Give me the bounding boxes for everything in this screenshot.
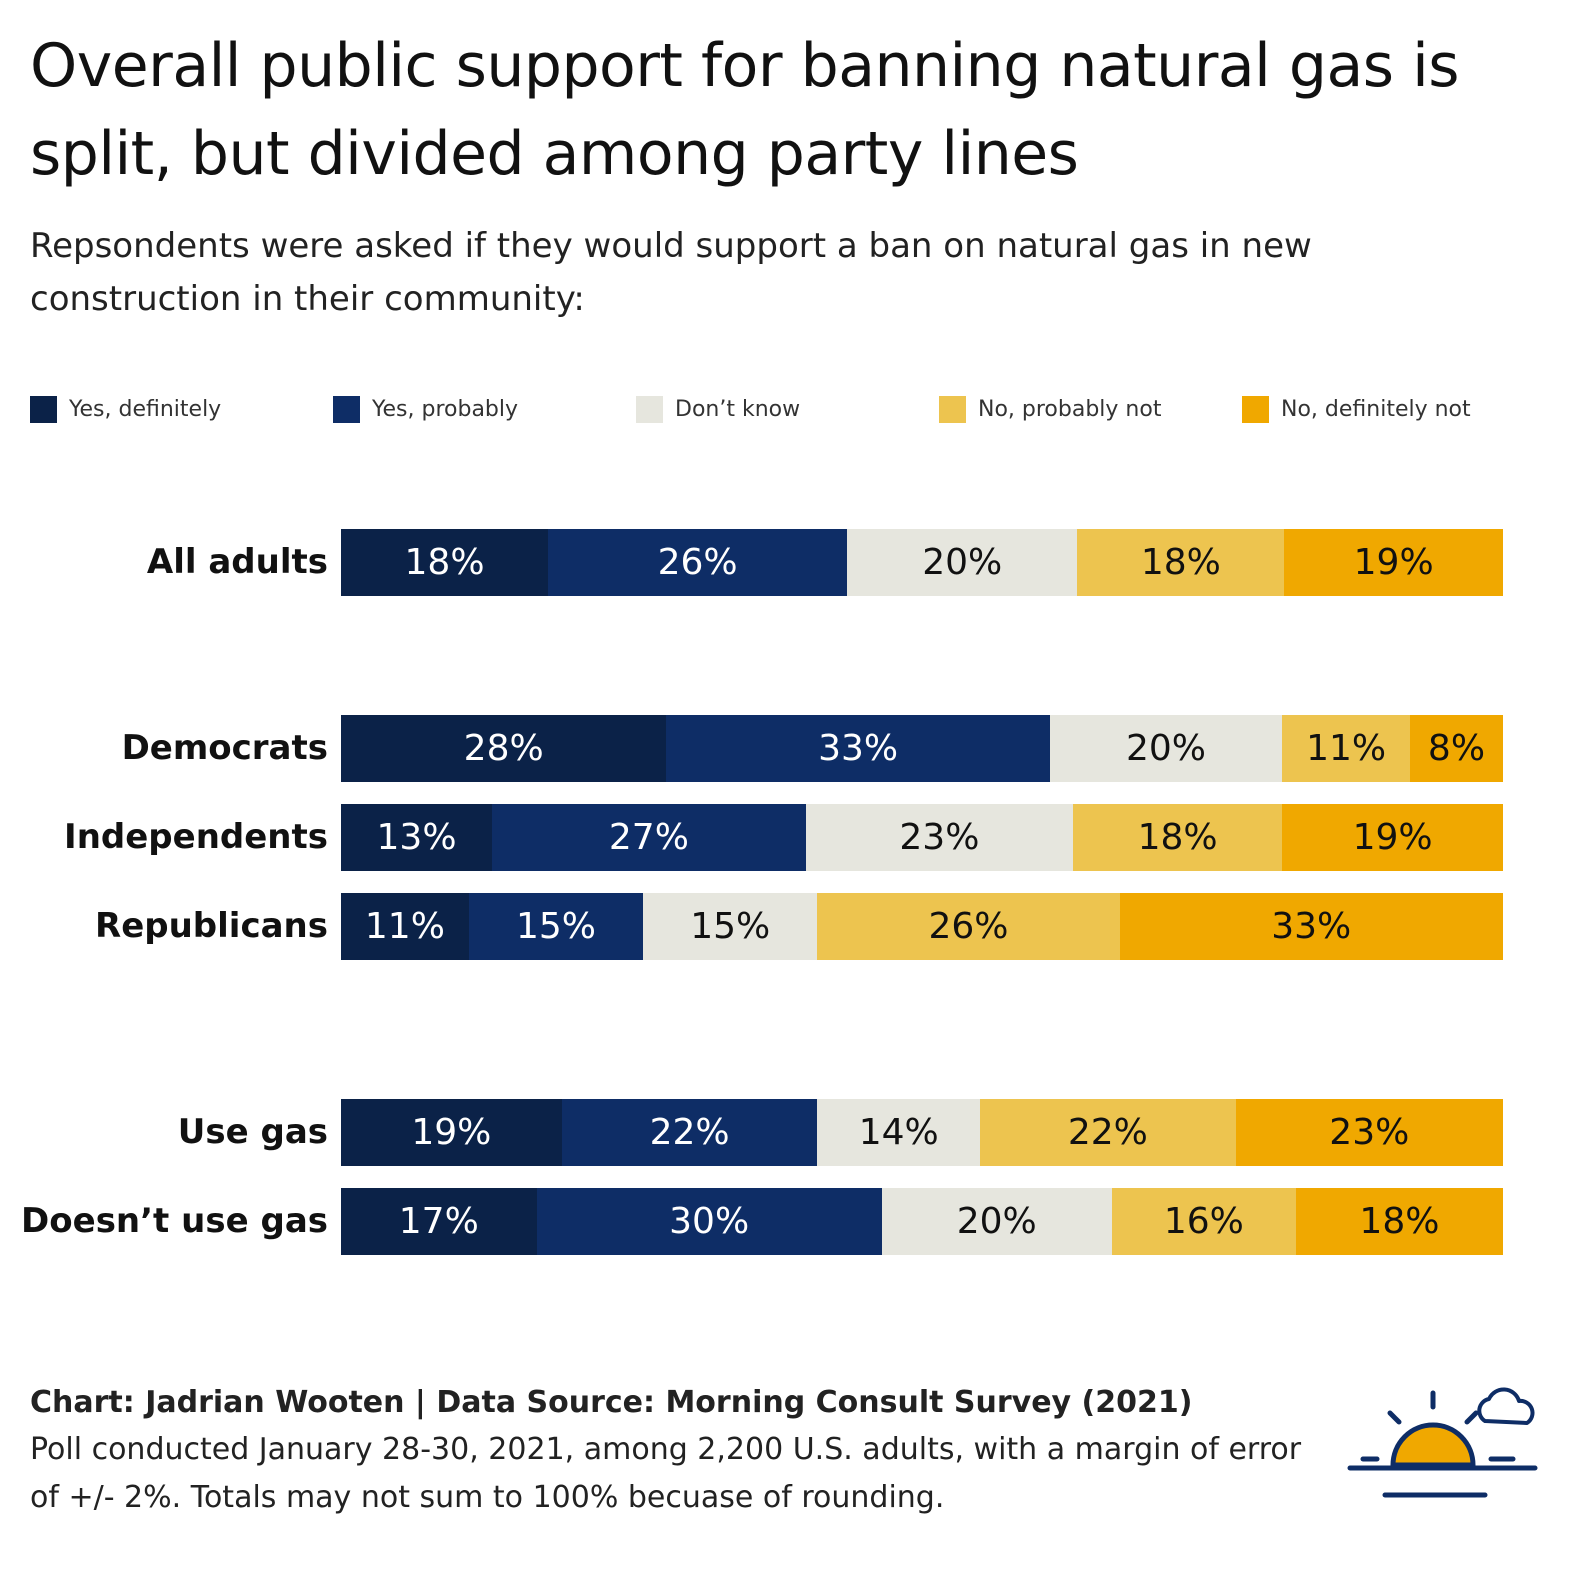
legend-label: No, definitely not: [1281, 396, 1471, 422]
chart-title: Overall public support for banning natur…: [30, 31, 1460, 189]
legend-label: Yes, definitely: [69, 396, 222, 422]
chart-credit: Chart: Jadrian Wooten | Data Source: Mor…: [30, 1385, 1193, 1420]
stacked-bar: 17% 30% 20% 16% 18%: [341, 1188, 1503, 1255]
bar-segment: 18%: [1077, 529, 1285, 596]
legend-swatch: [1242, 395, 1269, 423]
legend-item-no-probably-not: No, probably not: [939, 394, 1161, 424]
bar-segment: 17%: [341, 1188, 537, 1255]
legend-swatch: [333, 395, 360, 423]
bar-segment: 19%: [1284, 529, 1503, 596]
stacked-bar: 13% 27% 23% 18% 19%: [341, 804, 1503, 871]
sunrise-cloud-icon: [1347, 1387, 1538, 1498]
bar-segment: 28%: [341, 715, 667, 782]
bar-segment: 19%: [341, 1099, 562, 1166]
bar-segment: 19%: [1282, 804, 1503, 871]
bar-segment: 11%: [341, 893, 469, 960]
bar-segment: 33%: [666, 715, 1050, 782]
chart-subtitle: Repsondents were asked if they would sup…: [30, 226, 1312, 319]
bar-segment: 15%: [643, 893, 818, 960]
bar-segment: 15%: [468, 893, 644, 960]
legend-item-dont-know: Don’t know: [636, 394, 800, 424]
legend-label: Don’t know: [675, 396, 801, 422]
bar-segment: 18%: [1073, 804, 1283, 871]
bar-segment: 13%: [341, 804, 493, 871]
methodology-note: Poll conducted January 28-30, 2021, amon…: [30, 1432, 1302, 1515]
bar-segment: 33%: [1119, 893, 1503, 960]
bar-segment: 26%: [817, 893, 1120, 960]
bar-segment: 20%: [847, 529, 1078, 596]
bar-segment: 20%: [881, 1188, 1112, 1255]
bar-segment: 22%: [980, 1099, 1236, 1166]
bar-segment: 18%: [341, 529, 549, 596]
stacked-bar: 28% 33% 20% 11% 8%: [341, 715, 1503, 782]
category-label: All adults: [146, 542, 328, 582]
stacked-bar: 19% 22% 14% 22% 23%: [341, 1099, 1503, 1166]
bar-segment: 8%: [1410, 715, 1503, 782]
category-label: Independents: [64, 817, 328, 857]
category-label: Republicans: [95, 906, 328, 946]
category-label: Doesn’t use gas: [21, 1201, 328, 1241]
stacked-bar: 18% 26% 20% 18% 19%: [341, 529, 1503, 596]
stacked-bar-chart: All adults 18% 26% 20% 18% 19% Democrats 28% 33%…: [21, 529, 1503, 1255]
bar-segment: 20%: [1049, 715, 1283, 782]
bar-segment: 27%: [492, 804, 806, 871]
bar-segment: 18%: [1295, 1188, 1503, 1255]
bar-segment: 11%: [1282, 715, 1411, 782]
bar-segment: 23%: [1235, 1099, 1503, 1166]
bar-segment: 23%: [805, 804, 1074, 871]
bar-segment: 30%: [536, 1188, 882, 1255]
legend-swatch: [636, 395, 663, 423]
legend-label: Yes, probably: [372, 396, 519, 422]
bar-segment: 16%: [1111, 1188, 1296, 1255]
bar-segment: 14%: [817, 1099, 981, 1166]
legend-item-no-definitely-not: No, definitely not: [1242, 394, 1471, 424]
legend-label: No, probably not: [978, 396, 1162, 422]
legend-item-yes-probably: Yes, probably: [333, 394, 518, 424]
legend-item-yes-definitely: Yes, definitely: [30, 394, 221, 424]
legend-swatch: [939, 395, 966, 423]
bar-segment: 26%: [548, 529, 848, 596]
bar-segment: 22%: [561, 1099, 818, 1166]
stacked-bar: 11% 15% 15% 26% 33%: [341, 893, 1503, 960]
category-label: Democrats: [121, 728, 328, 768]
legend-swatch: [30, 395, 57, 423]
category-label: Use gas: [177, 1112, 328, 1152]
legend: Yes, definitely Yes, probably Don’t know…: [30, 394, 1550, 424]
